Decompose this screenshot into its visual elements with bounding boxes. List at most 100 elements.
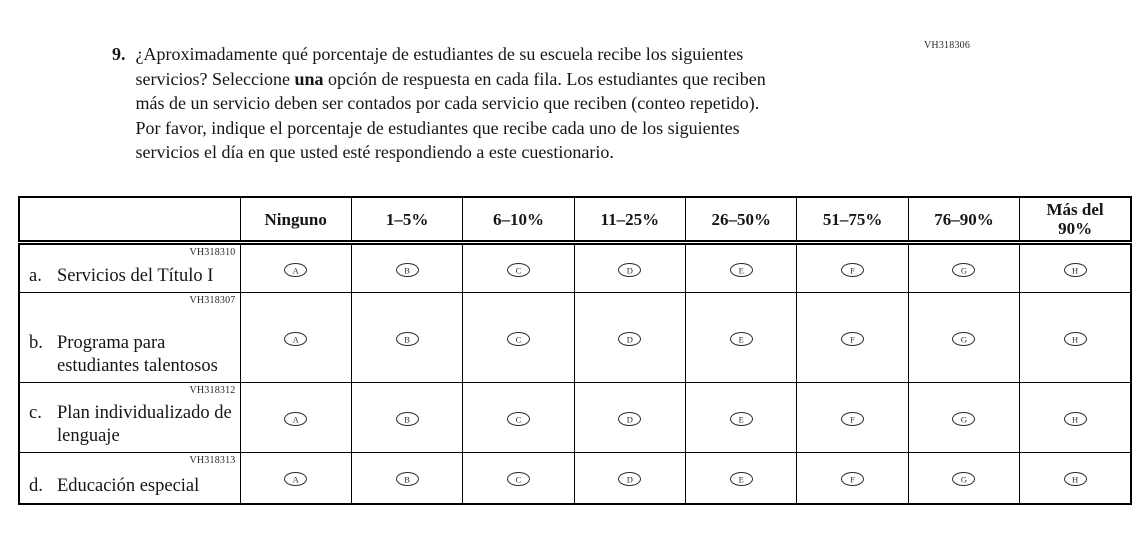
option-bubble-b-H[interactable]: H: [1063, 331, 1087, 346]
table-row-a: VH318310 a. Servicios del Título I A B C D E F G H: [18, 242, 1132, 293]
option-bubble-b-F[interactable]: F: [841, 331, 865, 346]
row-letter: a.: [29, 265, 42, 286]
option-bubble-c-G[interactable]: G: [952, 411, 976, 426]
question-block: 9. ¿Aproximadamente qué porcentaje de es…: [112, 42, 766, 165]
row-text: Educación especial: [57, 476, 200, 496]
bubble-letter: G: [960, 264, 967, 275]
option-cell-a-F: F: [796, 242, 909, 293]
bubble-letter: D: [626, 264, 633, 275]
option-bubble-d-D[interactable]: D: [618, 472, 642, 486]
option-cell-a-H: H: [1019, 242, 1132, 293]
option-cell-c-H: H: [1019, 382, 1132, 453]
question-segment: servicios? Seleccione: [135, 68, 295, 89]
option-bubble-a-F[interactable]: F: [841, 262, 865, 277]
bubble-letter: C: [515, 413, 522, 424]
option-bubble-a-G[interactable]: G: [952, 262, 976, 277]
question-segment: opción de respuesta en cada fila. Los es…: [323, 68, 766, 89]
bubble-letter: F: [850, 333, 855, 344]
row-header-cell-c: VH318312 c. Plan individualizado de lengua…: [18, 382, 241, 453]
option-cell-d-F: F: [796, 452, 909, 504]
row-code: VH318312: [189, 385, 236, 396]
question-segment: servicios el día en que usted esté respo…: [135, 142, 614, 162]
option-cell-c-F: F: [796, 382, 909, 453]
option-cell-b-B: B: [350, 292, 464, 383]
bubble-letter: E: [738, 333, 744, 344]
bubble-letter: H: [1071, 413, 1079, 424]
option-bubble-a-A[interactable]: A: [284, 262, 308, 277]
option-cell-c-C: C: [462, 382, 575, 453]
option-bubble-b-G[interactable]: G: [952, 331, 976, 346]
column-header-6: 51–75%: [796, 196, 909, 245]
option-cell-a-B: B: [350, 242, 464, 293]
row-label: a. Servicios del Título I: [29, 265, 234, 288]
row-label: c. Plan individualizado de lenguaje: [29, 402, 234, 447]
option-bubble-d-B[interactable]: B: [395, 472, 419, 486]
option-bubble-c-C[interactable]: C: [506, 411, 530, 426]
option-bubble-c-D[interactable]: D: [618, 411, 642, 426]
question-line-5: servicios el día en que usted esté respo…: [136, 140, 766, 165]
option-cell-d-D: D: [573, 452, 687, 504]
option-bubble-c-F[interactable]: F: [841, 411, 865, 426]
bubble-letter: H: [1071, 264, 1079, 275]
bubble-letter: A: [292, 264, 299, 275]
option-bubble-d-H[interactable]: H: [1063, 472, 1087, 486]
option-cell-c-E: E: [684, 382, 798, 453]
option-cell-b-E: E: [684, 292, 798, 383]
option-cell-b-H: H: [1019, 292, 1132, 383]
option-cell-c-A: A: [239, 382, 352, 453]
bubble-letter: C: [515, 474, 522, 485]
column-header-5: 26–50%: [684, 196, 798, 245]
option-bubble-c-E[interactable]: E: [729, 411, 753, 426]
option-bubble-b-B[interactable]: B: [395, 331, 419, 346]
option-bubble-a-B[interactable]: B: [395, 262, 419, 277]
empty-header-cell: [18, 196, 241, 245]
option-bubble-b-A[interactable]: A: [284, 331, 308, 346]
option-cell-d-G: G: [907, 452, 1021, 504]
bubble-letter: F: [850, 264, 855, 275]
bubble-letter: G: [960, 413, 967, 424]
option-bubble-b-D[interactable]: D: [618, 331, 642, 346]
option-cell-d-C: C: [462, 452, 575, 504]
bubble-letter: B: [404, 264, 410, 275]
option-bubble-b-C[interactable]: C: [506, 331, 530, 346]
option-bubble-d-C[interactable]: C: [506, 472, 530, 486]
row-code: VH318313: [189, 455, 236, 466]
option-cell-b-G: G: [907, 292, 1021, 383]
option-bubble-c-A[interactable]: A: [284, 411, 308, 426]
bubble-letter: B: [404, 413, 410, 424]
bubble-letter: A: [292, 333, 299, 344]
bubble-letter: C: [515, 333, 522, 344]
option-cell-a-G: G: [907, 242, 1021, 293]
option-cell-d-B: B: [350, 452, 464, 504]
option-bubble-a-E[interactable]: E: [729, 262, 753, 277]
option-bubble-d-A[interactable]: A: [284, 472, 308, 486]
option-bubble-b-E[interactable]: E: [729, 331, 753, 346]
option-bubble-d-F[interactable]: F: [841, 472, 865, 486]
row-header-cell-b: VH318307 b. Programa para estudiantes tale…: [18, 292, 241, 383]
question-line-4: Por favor, indique el porcentaje de estu…: [136, 116, 766, 141]
question-line-2: servicios? Seleccione una opción de resp…: [136, 67, 766, 92]
option-bubble-a-D[interactable]: D: [618, 262, 642, 277]
option-cell-a-D: D: [573, 242, 687, 293]
row-label: b. Programa para estudiantes talentosos: [29, 332, 234, 377]
option-bubble-d-G[interactable]: G: [952, 472, 976, 486]
option-cell-c-G: G: [907, 382, 1021, 453]
bubble-letter: D: [626, 333, 633, 344]
row-letter: d.: [29, 476, 43, 496]
question-number: 9.: [112, 44, 126, 64]
option-bubble-c-B[interactable]: B: [395, 411, 419, 426]
option-bubble-d-E[interactable]: E: [729, 472, 753, 486]
option-bubble-a-C[interactable]: C: [506, 262, 530, 277]
row-text: Programa para estudiantes talentosos: [57, 333, 218, 376]
bubble-letter: E: [738, 474, 744, 485]
option-bubble-c-H[interactable]: H: [1063, 411, 1087, 426]
table-row-c: VH318312 c. Plan individualizado de lengua…: [18, 382, 1132, 453]
bubble-letter: F: [850, 413, 855, 424]
question-line-3: más de un servicio deben ser contados po…: [136, 91, 766, 116]
option-cell-a-C: C: [462, 242, 575, 293]
question-segment: Por favor, indique el porcentaje de estu…: [135, 117, 740, 138]
option-bubble-a-H[interactable]: H: [1063, 262, 1087, 277]
bubble-letter: E: [738, 413, 744, 424]
row-code: VH318310: [189, 247, 236, 258]
